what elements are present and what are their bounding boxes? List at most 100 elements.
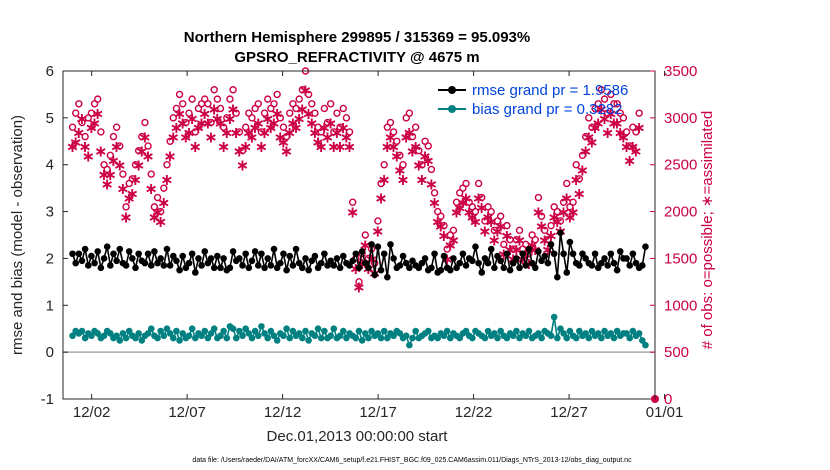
bias-point (582, 330, 589, 337)
obs-assimilated-point: ∗ (170, 118, 183, 137)
x-axis-label: Dec.01,2013 00:00:00 start (267, 428, 449, 445)
obs-possible-point (260, 109, 269, 117)
obs-possible-point (153, 193, 162, 202)
obs-possible-point (553, 207, 562, 216)
rmse-point (371, 271, 379, 279)
obs-possible-point (232, 109, 240, 117)
obs-assimilated-point: ∗ (585, 132, 598, 151)
rmse-point (399, 252, 407, 260)
bias-point (327, 332, 334, 340)
obs-assimilated-point: ∗ (576, 160, 589, 179)
obs-assimilated-point: ∗ (192, 118, 205, 137)
rmse-point (147, 262, 155, 269)
rmse-point (144, 250, 152, 258)
rmse-point (506, 266, 514, 274)
obs-assimilated-point: ∗ (500, 226, 513, 245)
rmse-point (94, 248, 102, 255)
bias-point (122, 334, 130, 342)
bias-point (503, 334, 511, 342)
obs-assimilated-point: ∗ (513, 231, 526, 250)
obs-possible-point (273, 90, 281, 99)
obs-assimilated-point: ∗ (579, 142, 592, 161)
obs-assimilated-point: ∗ (601, 123, 614, 142)
bias-point (207, 330, 215, 337)
x-axis: 12/02 12/07 12/12 12/17 12/22 12/27 01/01 (73, 71, 683, 421)
rmse-point (135, 250, 142, 258)
bias-point (78, 327, 86, 335)
legend-bias-marker (448, 105, 456, 113)
obs-possible-point (408, 132, 417, 141)
rmse-point (431, 250, 438, 258)
obs-assimilated-point: ∗ (207, 99, 220, 118)
obs-assimilated-point: ∗ (371, 221, 384, 240)
rmse-point (358, 248, 366, 255)
obs-possible-point (603, 109, 612, 117)
obs-assimilated-point: ∗ (315, 137, 328, 156)
bias-point (424, 327, 432, 335)
rmse-point (97, 264, 105, 272)
bias-point (339, 327, 347, 335)
rmse-point (264, 255, 272, 262)
obs-possible-point (241, 123, 250, 131)
obs-assimilated-point: ∗ (406, 142, 419, 161)
bias-point (270, 332, 278, 340)
obs-assimilated-point: ∗ (595, 99, 608, 118)
rmse-point (239, 262, 246, 269)
bias-point (273, 337, 281, 344)
obs-assimilated-point: ∗ (167, 128, 180, 147)
bias-point (302, 327, 309, 335)
obs-assimilated-point: ∗ (119, 207, 132, 226)
y-tick-label: 6 (46, 63, 54, 80)
obs-assimilated-point: ∗ (617, 128, 630, 147)
obs-assimilated-point: ∗ (415, 170, 428, 189)
rmse-point (469, 257, 476, 265)
rmse-point (254, 262, 262, 269)
rmse-point (541, 252, 549, 260)
obs-assimilated-point: ∗ (230, 123, 243, 142)
obs-assimilated-point: ∗ (85, 118, 98, 137)
bias-point (330, 325, 338, 333)
rmse-point (110, 250, 117, 258)
obs-possible-point (405, 109, 414, 117)
obs-assimilated-point: ∗ (123, 189, 136, 208)
rmse-point (566, 238, 574, 246)
bias-point (585, 334, 593, 342)
rmse-point (361, 259, 369, 267)
y2-tick-label: 1500 (664, 250, 697, 267)
obs-possible-point (207, 118, 215, 127)
y2-tick-label: 3500 (664, 63, 697, 80)
bias-point (280, 332, 287, 340)
obs-possible-point (204, 100, 212, 108)
obs-assimilated-point: ∗ (481, 207, 494, 226)
obs-assimilated-point: ∗ (179, 128, 192, 147)
legend-rmse-marker (448, 86, 456, 94)
obs-assimilated-point: ∗ (305, 114, 318, 133)
rmse-point (78, 257, 86, 265)
obs-assimilated-point: ∗ (264, 118, 277, 137)
obs-possible-point (443, 245, 451, 253)
rmse-point (214, 252, 221, 260)
rmse-point (557, 229, 564, 236)
obs-possible-point (487, 207, 495, 216)
rmse-point (613, 266, 621, 274)
rmse-point (377, 266, 385, 274)
rmse-point (154, 259, 161, 267)
rmse-point (582, 255, 589, 262)
obs-assimilated-point: ∗ (289, 118, 302, 137)
bias-point (642, 341, 649, 349)
obs-assimilated-point: ∗ (374, 189, 387, 208)
obs-assimilated-point: ∗ (292, 109, 305, 128)
obs-possible-point (134, 146, 143, 155)
obs-assimilated-point: ∗ (475, 198, 488, 217)
rmse-point (355, 264, 363, 272)
obs-assimilated-point: ∗ (557, 203, 570, 222)
obs-possible-point (572, 161, 580, 169)
obs-assimilated-point: ∗ (214, 114, 227, 133)
bias-point (116, 337, 124, 344)
rmse-point (188, 250, 196, 258)
rmse-point (299, 264, 306, 272)
obs-assimilated-point: ∗ (330, 123, 343, 142)
rmse-point (415, 264, 423, 272)
obs-possible-point (323, 118, 332, 127)
obs-assimilated-point: ∗ (450, 203, 463, 222)
